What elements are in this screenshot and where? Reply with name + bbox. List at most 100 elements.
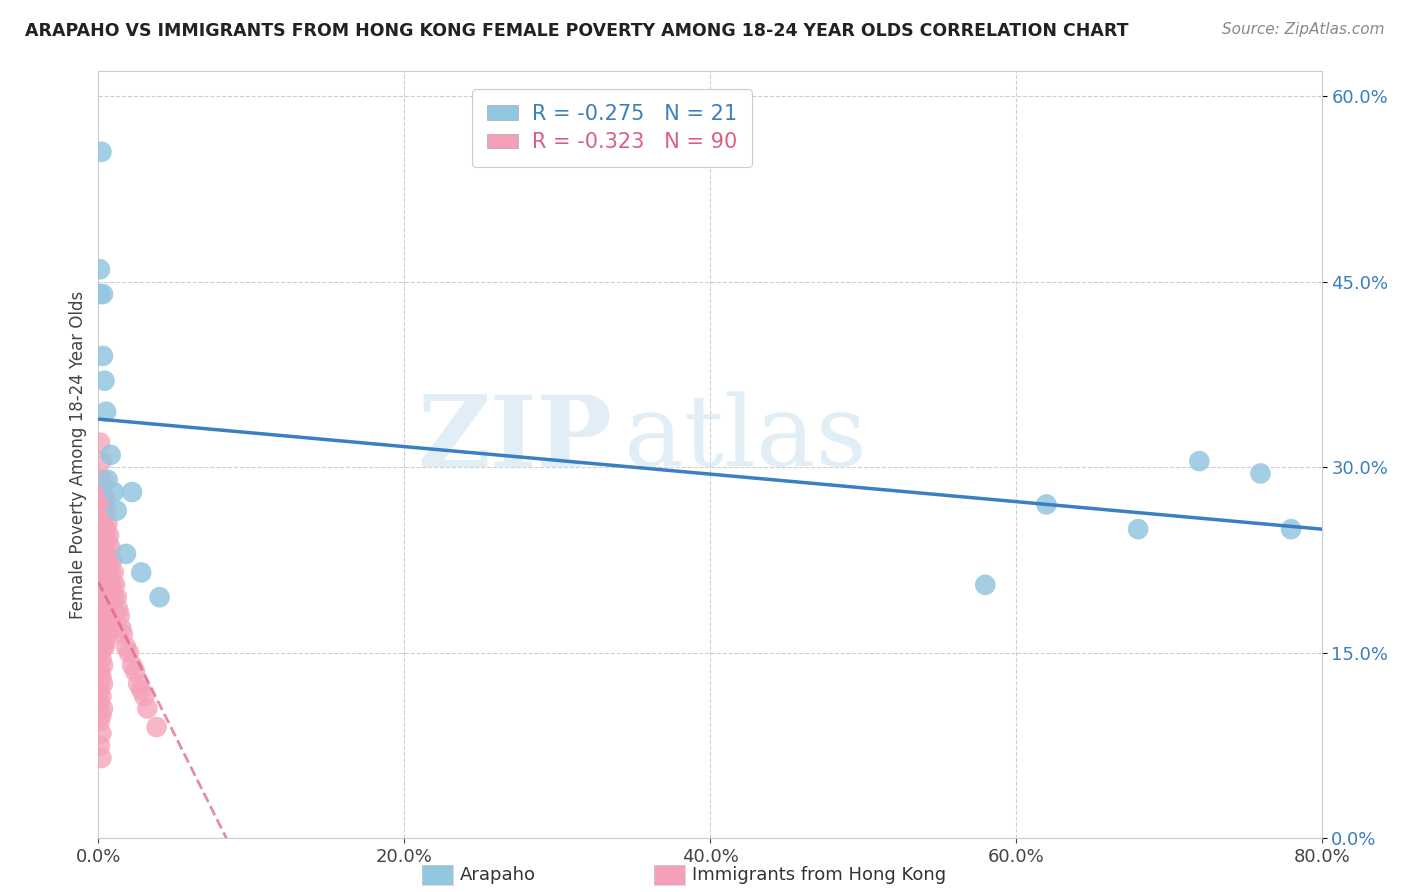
Point <box>110 621 132 635</box>
Point <box>91 596 114 610</box>
Point <box>89 287 111 301</box>
Text: ZIP: ZIP <box>418 391 612 488</box>
Point <box>97 627 120 641</box>
Point <box>108 608 131 623</box>
Point <box>1188 454 1211 468</box>
Point <box>90 671 112 685</box>
Point <box>91 534 114 549</box>
Point <box>89 714 111 728</box>
Point <box>107 602 129 616</box>
Point <box>104 578 127 592</box>
Point <box>89 435 111 450</box>
Point <box>1249 467 1271 481</box>
Point <box>103 591 125 605</box>
Point <box>90 615 112 629</box>
Point <box>105 591 128 605</box>
Point <box>94 633 117 648</box>
Point <box>89 695 111 709</box>
Point <box>97 584 120 599</box>
Point <box>90 707 112 722</box>
Point <box>94 404 117 418</box>
Point <box>93 553 115 567</box>
Point <box>121 658 143 673</box>
Text: atlas: atlas <box>624 392 868 487</box>
Point <box>136 701 159 715</box>
Point <box>91 578 114 592</box>
Point <box>91 349 114 363</box>
Point <box>129 683 152 698</box>
Point <box>97 473 120 487</box>
Point <box>89 683 111 698</box>
Point <box>89 566 111 580</box>
Point <box>91 473 114 487</box>
Point <box>111 627 134 641</box>
Point <box>94 503 117 517</box>
Point <box>89 739 111 753</box>
Point <box>89 516 111 530</box>
Point <box>90 454 112 468</box>
Point <box>91 491 114 506</box>
Point <box>105 503 128 517</box>
Point <box>93 640 115 654</box>
Text: Source: ZipAtlas.com: Source: ZipAtlas.com <box>1222 22 1385 37</box>
Point <box>90 751 112 765</box>
Text: ARAPAHO VS IMMIGRANTS FROM HONG KONG FEMALE POVERTY AMONG 18-24 YEAR OLDS CORREL: ARAPAHO VS IMMIGRANTS FROM HONG KONG FEM… <box>25 22 1129 40</box>
Point <box>93 596 115 610</box>
Point <box>91 287 114 301</box>
Point <box>89 608 111 623</box>
Point <box>91 701 114 715</box>
Point <box>89 497 111 511</box>
Point <box>89 262 111 277</box>
Point <box>97 602 120 616</box>
Point <box>129 566 152 580</box>
Point <box>100 584 122 599</box>
Point <box>90 633 112 648</box>
Point <box>101 553 124 567</box>
Point <box>90 726 112 740</box>
Point <box>89 584 111 599</box>
Point <box>89 541 111 555</box>
Point <box>115 547 138 561</box>
Point <box>94 591 117 605</box>
Point <box>115 640 138 654</box>
Point <box>90 528 112 542</box>
Point <box>93 491 115 506</box>
Point <box>91 658 114 673</box>
Point <box>98 572 121 586</box>
Point <box>94 547 117 561</box>
Point <box>90 479 112 493</box>
Point <box>90 572 112 586</box>
Point <box>89 473 111 487</box>
Point <box>89 665 111 679</box>
Point <box>134 689 156 703</box>
Point <box>1279 522 1302 536</box>
Point <box>149 591 172 605</box>
Point <box>93 509 115 524</box>
Point <box>91 640 114 654</box>
Text: Immigrants from Hong Kong: Immigrants from Hong Kong <box>692 866 946 884</box>
Point <box>127 677 149 691</box>
Point <box>91 621 114 635</box>
Point <box>90 553 112 567</box>
Point <box>98 528 121 542</box>
Point <box>974 578 997 592</box>
Point <box>91 553 114 567</box>
Point <box>90 689 112 703</box>
Point <box>121 485 143 500</box>
Point <box>100 541 122 555</box>
Point <box>90 652 112 666</box>
Point <box>124 665 146 679</box>
Point <box>97 559 120 574</box>
Point <box>145 720 167 734</box>
Point <box>103 566 125 580</box>
Point <box>90 145 112 159</box>
Point <box>93 572 115 586</box>
Point <box>93 528 115 542</box>
Legend: R = -0.275   N = 21, R = -0.323   N = 90: R = -0.275 N = 21, R = -0.323 N = 90 <box>472 89 752 167</box>
Point <box>103 485 125 500</box>
Point <box>100 566 122 580</box>
Point <box>100 448 122 462</box>
Point <box>101 578 124 592</box>
Point <box>89 627 111 641</box>
Point <box>90 591 112 605</box>
